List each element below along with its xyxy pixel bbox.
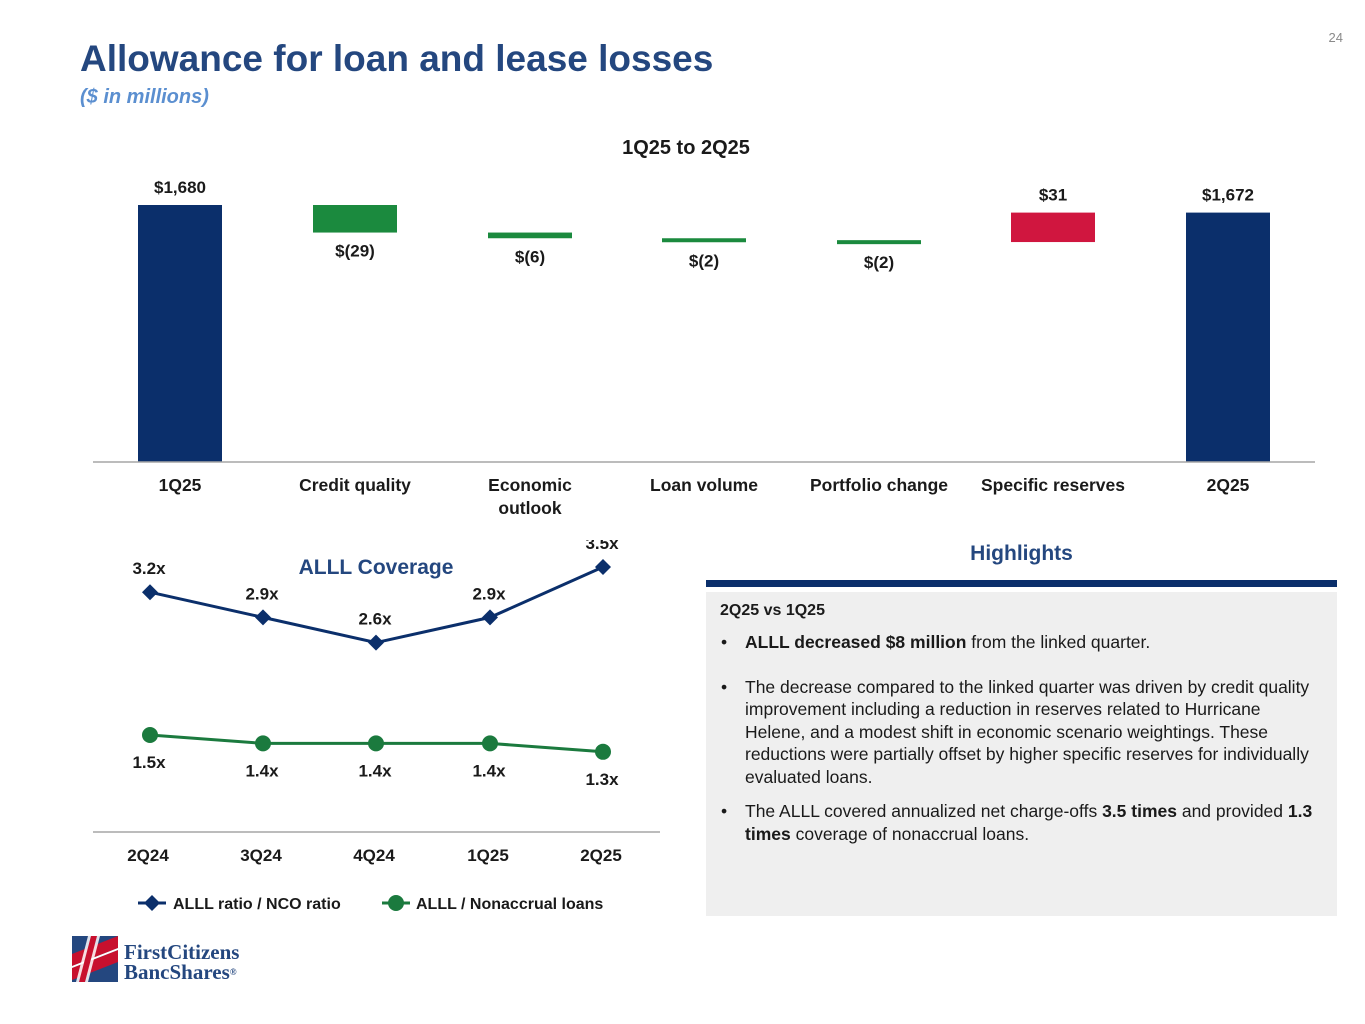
bar-portfolio-change — [837, 240, 921, 245]
x-tick-2q25: 2Q25 — [1207, 475, 1250, 495]
x-tick-credit-quality: Credit quality — [299, 475, 411, 495]
bar-economic-outlook — [488, 232, 572, 239]
waterfall-title: 1Q25 to 2Q25 — [622, 137, 750, 159]
point-nco-3q24 — [255, 609, 271, 626]
legend-diamond-icon — [144, 895, 160, 911]
point-label: 3.2x — [132, 559, 166, 578]
data-label-loan-volume: $(2) — [689, 251, 719, 270]
data-label-credit-quality: $(29) — [335, 242, 375, 261]
point-nonaccrual-1q25 — [482, 735, 498, 752]
logo-flag-icon — [72, 936, 118, 982]
page-title: Allowance for loan and lease losses — [80, 38, 714, 79]
point-label: 2.9x — [245, 584, 279, 603]
point-label: 1.4x — [472, 761, 506, 780]
legend-label-nonaccrual: ALLL / Nonaccrual loans — [416, 896, 603, 913]
highlights-divider — [706, 580, 1337, 587]
x-tick-portfolio-change: Portfolio change — [810, 475, 948, 495]
point-nonaccrual-3q24 — [255, 735, 271, 752]
waterfall-chart: 1Q25 to 2Q25 $1,680 1Q25 $(29) Credit qualit… — [93, 137, 1315, 518]
point-label: 1.4x — [245, 761, 279, 780]
highlight-bullet-3: The ALLL covered annualized net charge-o… — [720, 800, 1313, 845]
x-tick-3q24: 3Q24 — [240, 846, 282, 865]
data-label-portfolio-change: $(2) — [864, 253, 894, 272]
logo-line-2: BancShares® — [124, 960, 237, 984]
legend-label-nco: ALLL ratio / NCO ratio — [173, 896, 341, 913]
bar-1q25 — [138, 205, 222, 462]
data-label-2q25: $1,672 — [1202, 186, 1254, 205]
bar-specific-reserves — [1011, 212, 1095, 243]
point-nco-2q25 — [595, 559, 611, 575]
point-nco-1q25 — [482, 609, 498, 626]
point-label: 1.3x — [585, 770, 619, 789]
point-label: 2.6x — [358, 610, 392, 629]
x-tick-specific-reserves: Specific reserves — [981, 475, 1125, 495]
logo-line-1: FirstCitizens — [124, 940, 240, 964]
x-tick-1q25: 1Q25 — [467, 846, 509, 865]
data-label-specific-reserves: $31 — [1039, 186, 1067, 205]
point-label: 1.5x — [132, 753, 166, 772]
highlights-title: Highlights — [970, 542, 1073, 565]
x-tick-economic-outlook: Economic — [488, 475, 572, 495]
highlights-heading: 2Q25 vs 1Q25 — [720, 602, 825, 619]
company-logo: FirstCitizens BancShares® — [70, 932, 270, 988]
bar-credit-quality — [313, 205, 397, 233]
alll-coverage-chart: ALLL Coverage 3.2x 2.9x 2.6x 2.9x 3.5x 1.5x 1.4… — [93, 540, 660, 913]
data-label-1q25: $1,680 — [154, 178, 206, 197]
page-subtitle: ($ in millions) — [80, 86, 209, 108]
bar-2q25 — [1186, 212, 1270, 462]
x-tick-1q25: 1Q25 — [159, 475, 202, 495]
x-tick-2q25: 2Q25 — [580, 846, 622, 865]
highlights-list: ALLL decreased $8 million from the linke… — [720, 631, 1313, 845]
page-number: 24 — [1328, 30, 1343, 45]
highlight-bullet-1: ALLL decreased $8 million from the linke… — [720, 631, 1313, 654]
data-label-economic-outlook: $(6) — [515, 247, 545, 266]
x-tick-loan-volume: Loan volume — [650, 475, 758, 495]
point-nonaccrual-2q25 — [595, 743, 611, 760]
bar-loan-volume — [662, 238, 746, 243]
highlights-panel: 2Q25 vs 1Q25 ALLL decreased $8 million f… — [706, 592, 1337, 916]
legend-circle-icon — [388, 895, 404, 911]
coverage-title: ALLL Coverage — [299, 556, 454, 579]
point-nonaccrual-2q24 — [142, 727, 158, 743]
x-tick-economic-outlook: outlook — [498, 498, 561, 518]
highlight-bullet-2: The decrease compared to the linked quar… — [720, 676, 1313, 789]
x-tick-2q24: 2Q24 — [127, 846, 169, 865]
point-nco-4q24 — [368, 634, 384, 651]
point-nonaccrual-4q24 — [368, 735, 384, 752]
point-label: 2.9x — [472, 584, 506, 603]
point-label: 1.4x — [358, 761, 392, 780]
point-label: 3.5x — [585, 540, 619, 553]
x-tick-4q24: 4Q24 — [353, 846, 395, 865]
point-nco-2q24 — [142, 584, 158, 601]
